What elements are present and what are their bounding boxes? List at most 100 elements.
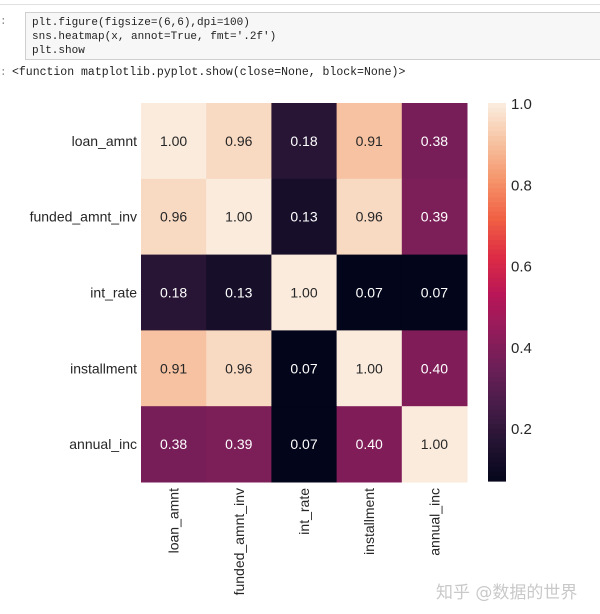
- cell-annotation: 0.13: [290, 209, 317, 225]
- colorbar-segment: [488, 320, 506, 326]
- heatmap-cell: [206, 406, 272, 483]
- colorbar-segment: [488, 126, 506, 132]
- heatmap-cell: [271, 178, 338, 256]
- cell-annotation: 1.00: [356, 360, 383, 376]
- colorbar-segment: [488, 339, 506, 345]
- colorbar-segment: [488, 395, 506, 402]
- colorbar-segment: [488, 145, 506, 151]
- heatmap-cell: [271, 254, 338, 331]
- code-line: plt.show: [32, 45, 85, 57]
- colorbar-segment: [488, 117, 506, 123]
- x-tick-label: loan_amnt: [166, 488, 182, 553]
- colorbar-segment: [488, 372, 506, 378]
- colorbar-segment: [488, 447, 506, 454]
- colorbar-segment: [488, 410, 506, 416]
- colorbar-segment: [488, 476, 506, 482]
- heatmap-cell: [271, 103, 338, 180]
- cell-annotation: 0.91: [160, 360, 187, 376]
- heatmap-cell: [141, 178, 207, 256]
- input-prompt: :: [0, 16, 7, 28]
- y-tick-label: loan_amnt: [72, 133, 137, 149]
- colorbar-segment: [488, 362, 506, 369]
- colorbar-segment: [488, 315, 506, 321]
- colorbar-segment: [488, 221, 506, 227]
- cell-annotation: 1.00: [160, 133, 187, 149]
- colorbar-segment: [488, 140, 506, 147]
- colorbar-segment: [488, 268, 506, 274]
- colorbar-segment: [488, 178, 506, 184]
- cell-annotation: 0.96: [225, 360, 252, 376]
- colorbar-segment: [488, 273, 506, 279]
- colorbar-segment: [488, 405, 506, 411]
- cell-annotation: 0.18: [290, 133, 317, 149]
- heatmap-cell: [141, 330, 207, 407]
- heatmap-cell: [401, 330, 468, 407]
- cell-annotation: 0.96: [356, 209, 383, 225]
- colorbar-segment: [488, 419, 506, 425]
- y-tick-label: int_rate: [90, 285, 137, 301]
- colorbar-segment: [488, 277, 506, 284]
- colorbar-segment: [488, 159, 506, 166]
- colorbar-segment: [488, 206, 506, 213]
- colorbar-segment: [488, 429, 506, 435]
- cell-annotation: 0.07: [290, 360, 317, 376]
- colorbar-segment: [488, 150, 506, 156]
- colorbar-segment: [488, 169, 506, 175]
- colorbar-segment: [488, 466, 506, 473]
- colorbar-tick-label: 0.6: [511, 259, 532, 276]
- heatmap-cell: [336, 103, 403, 180]
- cell-annotation: 0.96: [160, 209, 187, 225]
- colorbar-segment: [488, 334, 506, 340]
- heatmap-cell: [401, 103, 468, 180]
- colorbar-segment: [488, 348, 506, 355]
- colorbar-segment: [488, 400, 506, 406]
- colorbar-segment: [488, 107, 506, 114]
- colorbar-tick-label: 1.0: [511, 96, 532, 113]
- colorbar-segment: [488, 173, 506, 180]
- colorbar-segment: [488, 258, 506, 265]
- cell-annotation: 0.07: [421, 285, 448, 301]
- heatmap-cell: [336, 406, 403, 483]
- colorbar-segment: [488, 202, 506, 208]
- colorbar-segment: [488, 301, 506, 307]
- cell-annotation: 0.18: [160, 285, 187, 301]
- colorbar-segment: [488, 249, 506, 255]
- x-tick-label: int_rate: [296, 488, 312, 535]
- colorbar-segment: [488, 310, 506, 317]
- cell-annotation: 0.40: [356, 436, 383, 452]
- heatmap-cell: [401, 178, 468, 256]
- x-tick-label: installment: [361, 488, 377, 555]
- x-tick-label: funded_amnt_inv: [231, 488, 247, 595]
- colorbar-segment: [488, 452, 506, 458]
- y-tick-label: funded_amnt_inv: [30, 209, 137, 225]
- cell-annotation: 1.00: [421, 436, 448, 452]
- colorbar-segment: [488, 154, 506, 161]
- colorbar-segment: [488, 438, 506, 444]
- colorbar-segment: [488, 197, 506, 203]
- cell-output: <function matplotlib.pyplot.show(close=N…: [12, 66, 406, 79]
- colorbar-segment: [488, 188, 506, 194]
- colorbar-segment: [488, 325, 506, 331]
- colorbar-segment: [488, 358, 506, 364]
- colorbar-segment: [488, 244, 506, 251]
- heatmap-cell: [401, 406, 468, 483]
- colorbar-segment: [488, 353, 506, 359]
- colorbar-segment: [488, 282, 506, 288]
- colorbar-segment: [488, 121, 506, 128]
- output-prompt: :: [0, 67, 7, 79]
- cell-annotation: 0.13: [225, 285, 252, 301]
- code-cell[interactable]: plt.figure(figsize=(6,6),dpi=100) sns.he…: [25, 12, 600, 60]
- heatmap-cell: [336, 178, 403, 256]
- colorbar-segment: [488, 235, 506, 241]
- heatmap-cell: [271, 330, 338, 407]
- colorbar-segment: [488, 254, 506, 260]
- colorbar-segment: [488, 306, 506, 312]
- colorbar-segment: [488, 230, 506, 236]
- colorbar-segment: [488, 216, 506, 222]
- colorbar-segment: [488, 296, 506, 303]
- colorbar-segment: [488, 386, 506, 392]
- colorbar-segment: [488, 112, 506, 118]
- colorbar-segment: [488, 292, 506, 298]
- colorbar-segment: [488, 192, 506, 199]
- heatmap-cell: [141, 254, 207, 331]
